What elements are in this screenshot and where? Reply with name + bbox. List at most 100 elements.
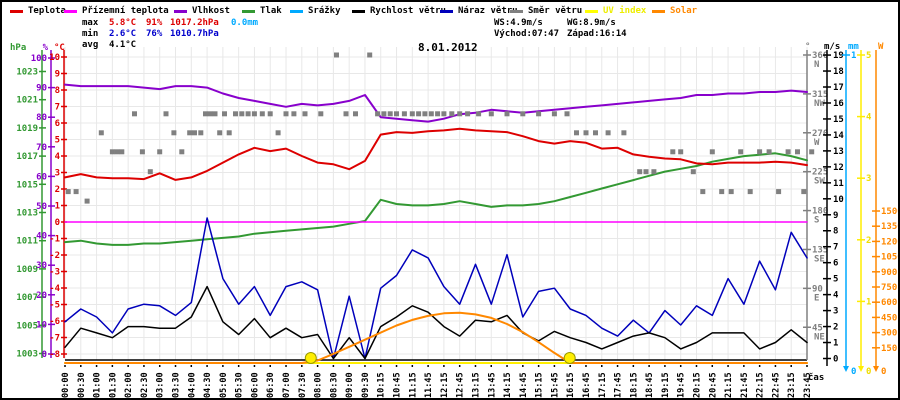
svg-text:3: 3 [833,307,838,317]
svg-text:17:15: 17:15 [598,372,608,398]
svg-text:11: 11 [833,179,844,189]
svg-text:12:15: 12:15 [440,372,450,398]
svg-text:20:45: 20:45 [708,372,718,398]
legend-item-7: Náraz větru [440,5,518,17]
svg-text:06:00: 06:00 [250,372,260,398]
svg-text:60: 60 [36,172,47,182]
svg-text:0: 0 [833,355,838,365]
svg-text:1011: 1011 [16,237,38,247]
legend-label: Solar [670,6,698,16]
svg-text:9: 9 [55,70,60,80]
svg-text:50: 50 [36,202,47,212]
svg-text:15:45: 15:45 [550,372,560,398]
svg-text:04:30: 04:30 [203,372,213,398]
svg-text:8: 8 [833,227,838,237]
svg-text:20:15: 20:15 [692,372,702,398]
svg-text:19:15: 19:15 [661,372,671,398]
min-pressure: 1010.7hPa [170,29,219,39]
svg-text:10:15: 10:15 [377,372,387,398]
svg-text:2: 2 [55,185,60,195]
legend-label: Tlak [260,6,282,16]
wind-gust-line [64,217,808,360]
svg-text:4: 4 [866,113,872,123]
svg-text:1013: 1013 [16,209,38,219]
svg-text:W: W [814,138,820,148]
svg-text:80: 80 [36,113,47,123]
svg-text:16:15: 16:15 [566,372,576,398]
sunrise-time: Východ:07:47 [494,29,560,39]
svg-text:07:30: 07:30 [298,372,308,398]
svg-text:3: 3 [866,174,871,184]
svg-text:1200: 1200 [881,237,900,247]
svg-text:20: 20 [36,291,47,301]
svg-text:13: 13 [833,147,844,157]
svg-text:270: 270 [812,129,828,139]
legend: Teplota Přízemní teplota Vlhkost Tlak Srážky… [2,5,898,17]
svg-text:1050: 1050 [881,253,900,263]
svg-text:1009: 1009 [16,265,38,275]
svg-text:2: 2 [833,323,838,333]
svg-text:5: 5 [866,51,871,61]
svg-text:07:00: 07:00 [282,372,292,398]
svg-text:135: 135 [812,245,828,255]
legend-item-1: Teplota [10,5,66,17]
svg-text:90: 90 [36,84,47,94]
svg-text:14:45: 14:45 [519,372,529,398]
svg-text:-4: -4 [49,284,60,294]
legend-swatch [10,9,23,13]
legend-item-9: UV index [585,5,646,17]
svg-text:%: % [43,43,49,53]
svg-text:m/s: m/s [824,42,840,52]
legend-swatch [440,9,453,13]
legend-swatch [585,9,598,13]
svg-text:23:45: 23:45 [803,372,813,398]
legend-swatch [510,9,523,13]
svg-text:1015: 1015 [16,180,38,190]
svg-text:90: 90 [812,284,823,294]
svg-text:1021: 1021 [16,96,38,106]
svg-text:1350: 1350 [881,222,900,232]
svg-text:1023: 1023 [16,68,38,78]
svg-text:-3: -3 [49,268,60,278]
svg-text:1017: 1017 [16,152,38,162]
svg-text:SW: SW [814,177,825,187]
svg-text:22:15: 22:15 [756,372,766,398]
svg-text:09:30: 09:30 [361,372,371,398]
avg-temp: 4.1°C [109,40,137,50]
svg-text:-2: -2 [49,251,60,261]
svg-text:11:15: 11:15 [408,372,418,398]
svg-text:0: 0 [42,350,47,360]
svg-text:00:00: 00:00 [61,372,71,398]
svg-text:14:15: 14:15 [503,372,513,398]
min-label: min [82,29,99,39]
svg-text:14: 14 [833,131,844,141]
svg-text:W: W [878,42,884,52]
wind-gust-stat: WG:8.9m/s [567,18,616,28]
legend-label: UV index [603,6,647,16]
svg-text:15:15: 15:15 [535,372,545,398]
svg-text:5: 5 [833,275,838,285]
svg-text:2: 2 [866,236,871,246]
svg-text:1003: 1003 [16,350,38,360]
svg-text:1: 1 [55,202,60,212]
chart-title: 8.01.2012 [418,41,478,54]
max-pressure: 1017.2hPa [170,18,219,28]
svg-text:06:30: 06:30 [266,372,276,398]
svg-text:SE: SE [814,254,825,264]
svg-text:1: 1 [851,51,856,61]
svg-text:čas: čas [808,372,824,383]
svg-text:6: 6 [55,119,60,129]
legend-label: Přízemní teplota [82,6,169,16]
svg-text:70: 70 [36,143,47,153]
svg-text:22:45: 22:45 [771,372,781,398]
svg-text:16: 16 [833,99,844,109]
svg-text:-6: -6 [49,317,60,327]
legend-label: Směr větru [528,6,583,16]
svg-text:N: N [814,60,819,70]
svg-text:4: 4 [833,291,839,301]
wind-direction-points [65,52,815,204]
legend-swatch [290,9,303,13]
svg-text:21:15: 21:15 [724,372,734,398]
legend-swatch [352,9,365,13]
